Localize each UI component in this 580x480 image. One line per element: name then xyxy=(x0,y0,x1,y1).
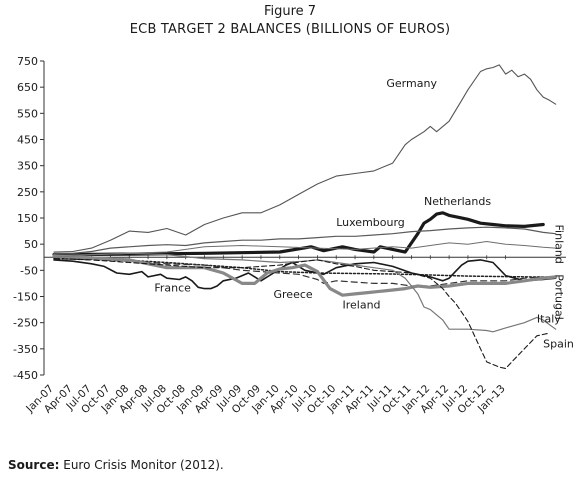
series-label-italy: Italy xyxy=(537,313,561,326)
y-tick-label: 350 xyxy=(17,160,38,173)
series-label-spain: Spain xyxy=(543,338,574,351)
figure-label: Figure 7 xyxy=(263,4,317,19)
source-text: Euro Crisis Monitor (2012). xyxy=(63,458,224,472)
y-tick-label: -350 xyxy=(13,343,38,356)
y-tick-label: 50 xyxy=(24,238,38,251)
y-tick-label: -50 xyxy=(20,264,38,277)
series-line-finland xyxy=(53,241,557,256)
series-line-netherlands xyxy=(52,211,545,257)
series-label-ireland: Ireland xyxy=(342,298,380,311)
y-tick-label: -150 xyxy=(13,291,38,304)
series-line-germany xyxy=(53,64,557,253)
y-tick-label: 550 xyxy=(17,107,38,120)
y-tick-label: 150 xyxy=(17,212,38,225)
series-line-greece xyxy=(53,258,557,287)
y-tick-label: 650 xyxy=(17,81,38,94)
y-tick-label: 250 xyxy=(17,186,38,199)
chart-title: ECB TARGET 2 BALANCES (BILLIONS OF EUROS… xyxy=(129,22,451,37)
series-label-netherlands: Netherlands xyxy=(424,195,491,208)
y-tick-label: -450 xyxy=(13,369,38,382)
y-tick-label: -250 xyxy=(13,317,38,330)
y-tick-label: 750 xyxy=(17,55,38,68)
series-label-luxembourg: Luxembourg xyxy=(336,216,405,229)
y-tick-label: 450 xyxy=(17,134,38,147)
series-line-italy xyxy=(53,252,557,333)
source-label: Source: xyxy=(8,458,60,472)
series-label-finland: Finland xyxy=(553,225,566,264)
series-label-greece: Greece xyxy=(274,288,313,301)
series-label-germany: Germany xyxy=(386,77,437,90)
series-label-france: France xyxy=(154,281,191,294)
source-note: Source: Euro Crisis Monitor (2012). xyxy=(8,458,224,472)
series-label-portugal: Portugal xyxy=(553,274,566,320)
series-line-luxembourg xyxy=(53,226,557,254)
series-line-ireland xyxy=(52,254,558,297)
series-line-spain xyxy=(53,258,551,370)
